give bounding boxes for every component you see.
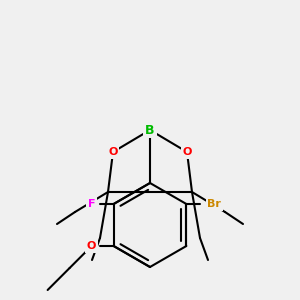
- Text: Br: Br: [207, 199, 221, 209]
- Text: O: O: [87, 241, 96, 251]
- Text: B: B: [145, 124, 155, 136]
- Text: O: O: [182, 147, 192, 157]
- Text: F: F: [88, 199, 95, 209]
- Text: O: O: [108, 147, 118, 157]
